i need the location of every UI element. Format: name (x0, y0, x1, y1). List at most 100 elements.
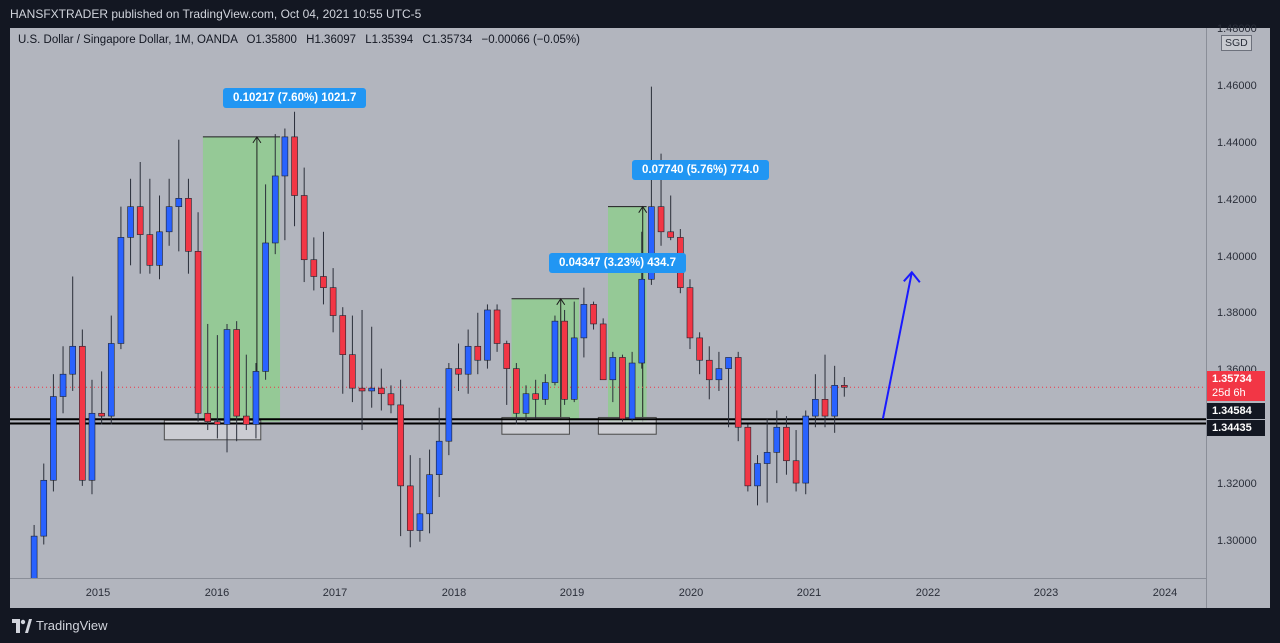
measure-label-2[interactable]: 0.04347 (3.23%) 434.7 (549, 253, 687, 273)
symbol-legend: U.S. Dollar / Singapore Dollar, 1M, OAND… (18, 34, 580, 46)
candle-body (725, 357, 732, 369)
axis-separator (1206, 28, 1207, 608)
candle-body (802, 415, 810, 484)
candle-body (136, 206, 144, 235)
candle-body (464, 345, 472, 375)
time-tick: 2024 (1152, 587, 1178, 599)
candle-body (715, 368, 723, 381)
candle-body (127, 206, 134, 238)
candle-body (734, 357, 742, 428)
candle-body (320, 276, 327, 288)
candle-body (69, 345, 76, 375)
candle-body (831, 385, 838, 417)
time-tick: 2023 (1033, 587, 1059, 599)
candle-body (542, 382, 549, 400)
candle-body (763, 452, 771, 464)
candle-body (570, 337, 578, 400)
candle-body (262, 242, 269, 372)
measure-text-3: 0.07740 (5.76%) 774.0 (642, 164, 760, 176)
candle-body (397, 404, 404, 487)
candle-body (107, 343, 115, 417)
candle-body (532, 393, 539, 400)
measure-arrowhead (252, 135, 262, 144)
candle-body (445, 368, 453, 442)
time-axis[interactable]: 2015 2016 2017 2018 2019 2020 2021 2022 … (10, 578, 1206, 608)
demand-box (597, 416, 657, 435)
candle-body (435, 440, 443, 476)
price-tick: 1.44000 (1217, 137, 1257, 149)
measure-label-1[interactable]: 0.10217 (7.60%) 1021.7 (223, 88, 367, 108)
candle-body (329, 287, 337, 316)
candle-body (754, 463, 761, 487)
legend-open: O1.35800 (246, 34, 297, 46)
candle-body (271, 175, 279, 244)
candle-body (580, 304, 588, 339)
time-tick: 2019 (559, 587, 585, 599)
tradingview-icon (12, 618, 32, 633)
candle-body (300, 195, 308, 261)
candle-body (117, 237, 125, 344)
candle-body (590, 304, 597, 325)
time-tick: 2018 (441, 587, 467, 599)
time-tick: 2017 (322, 587, 348, 599)
candle-body (773, 426, 781, 453)
candle-body (214, 421, 221, 425)
price-axis[interactable]: SGD 1.48000 1.46000 1.44000 1.42000 1.40… (1207, 23, 1270, 608)
candle-body (551, 320, 559, 383)
candle-body (705, 359, 713, 381)
candle-body (696, 337, 703, 361)
measure-text-1: 0.10217 (7.60%) 1021.7 (233, 92, 357, 104)
measure-arrowhead (638, 205, 648, 213)
candle-body (792, 460, 800, 484)
legend-symbol: U.S. Dollar / Singapore Dollar, 1M, OAND… (18, 34, 238, 46)
candle-body (243, 415, 250, 425)
footer: TradingView (0, 608, 1280, 643)
price-tick: 1.38000 (1217, 307, 1257, 319)
measure-text-2: 0.04347 (3.23%) 434.7 (559, 257, 677, 269)
projection-arrowhead (903, 270, 921, 283)
candle-body (561, 320, 568, 400)
candle-body (358, 387, 366, 392)
price-tick: 1.32000 (1217, 478, 1257, 490)
candle-body (783, 426, 790, 462)
currency-badge[interactable]: SGD (1221, 35, 1252, 51)
legend-high: H1.36097 (306, 34, 357, 46)
candle-body (503, 343, 511, 369)
time-tick: 2015 (85, 587, 111, 599)
last-price-value: 1.35734 (1212, 373, 1252, 385)
price-tick: 1.40000 (1217, 251, 1257, 263)
price-tick: 1.46000 (1217, 80, 1257, 92)
candle-body (252, 371, 260, 425)
candle-body (368, 387, 375, 392)
candle-body (522, 393, 530, 414)
support-level-label-2: 1.34435 (1207, 420, 1265, 436)
candle-body (281, 136, 289, 177)
measure-label-3[interactable]: 0.07740 (5.76%) 774.0 (632, 160, 770, 180)
published-header: HANSFXTRADER published on TradingView.co… (0, 0, 1280, 28)
chart-pane[interactable]: U.S. Dollar / Singapore Dollar, 1M, OAND… (10, 28, 1206, 578)
candle-body (30, 535, 38, 578)
tradingview-logo[interactable]: TradingView (12, 618, 108, 633)
candle-body (349, 354, 356, 389)
candle-body (619, 357, 626, 420)
candle-body (821, 399, 829, 417)
last-price-label: 1.35734 25d 6h (1207, 371, 1265, 401)
candlestick-chart[interactable] (10, 28, 1206, 578)
candle-body (185, 198, 192, 252)
candle-body (406, 485, 414, 531)
candle-body (744, 426, 752, 487)
candle-body (194, 251, 202, 414)
candle-body (474, 345, 482, 361)
projection-arrow (881, 272, 913, 420)
price-tick: 1.30000 (1217, 535, 1257, 547)
tradingview-brand: TradingView (36, 618, 108, 633)
candle-body (156, 231, 163, 266)
time-tick: 2022 (915, 587, 941, 599)
candle-body (455, 368, 462, 375)
legend-low: L1.35394 (365, 34, 414, 46)
candle-body (378, 387, 385, 395)
candle-body (812, 399, 819, 417)
candle-body (204, 412, 212, 422)
bar-countdown: 25d 6h (1212, 387, 1246, 399)
candle-body (223, 329, 231, 425)
